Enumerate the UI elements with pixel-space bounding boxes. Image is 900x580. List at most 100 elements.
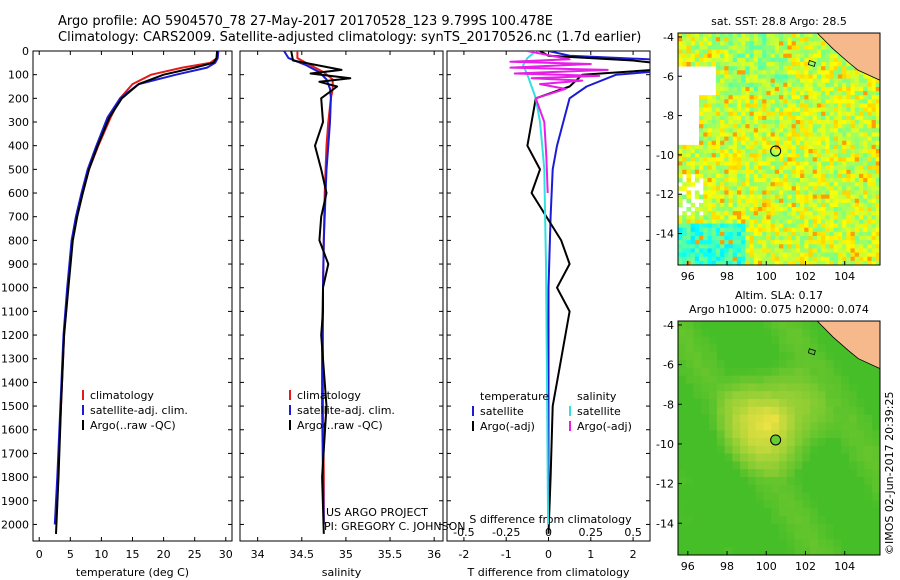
y-tick-label: 1900 (1, 495, 29, 508)
timestamp-stamp: ©IMOS 02-Jun-2017 20:39:25 (883, 391, 896, 555)
pi-credit: PI: GREGORY C. JOHNSON (324, 520, 465, 533)
y-tick-label: 2000 (1, 518, 29, 531)
x-tick-label: 100 (756, 270, 777, 283)
island (807, 59, 816, 67)
s-tick-label: -0.25 (492, 526, 520, 539)
header-line-2: Climatology: CARS2009. Satellite-adjuste… (58, 30, 642, 45)
y-tick-label: -6 (663, 70, 674, 83)
y-tick-label: -4 (663, 31, 674, 44)
series-line-argo (55, 51, 219, 534)
series-line-satellite_salinity (522, 51, 550, 525)
map-title: Altim. SLA: 0.17 (735, 289, 823, 302)
series-line-satellite (53, 51, 220, 525)
y-tick-label: -8 (663, 110, 674, 123)
x-axis-label: temperature (deg C) (76, 566, 189, 579)
y-tick-label: 700 (8, 211, 29, 224)
y-tick-label: -12 (656, 478, 674, 491)
legend-label: Argo(-adj) (577, 420, 632, 433)
y-tick-label: 1300 (1, 353, 29, 366)
y-tick-label: -4 (663, 319, 674, 332)
series-group (509, 51, 650, 534)
series-line-climatology (296, 51, 334, 525)
legend-label: satellite-adj. clim. (90, 404, 188, 417)
project-credit: US ARGO PROJECT (326, 506, 428, 519)
y-tick-label: 300 (8, 116, 29, 129)
header-line-1: Argo profile: AO 5904570_78 27-May-2017 … (58, 14, 553, 29)
y-tick-label: 600 (8, 187, 29, 200)
legend-label: Argo(..raw -QC) (90, 419, 176, 432)
y-tick-label: -12 (656, 188, 674, 201)
s-tick-label: -0.5 (453, 526, 474, 539)
panel-difference: -2 -1 0 1 2-0.5 -0.25 0 0.25 0.5S difference fro… (446, 50, 651, 579)
map-sla_map: 96 98 100 102 104 -4 -6 -8 -10 -12 -14 Altim. SLA: … (656, 289, 881, 573)
series-group (53, 51, 220, 534)
x-tick-label: 30 (219, 548, 233, 561)
y-tick-label: 1200 (1, 329, 29, 342)
series-line-argo_salinity (509, 51, 609, 194)
x-tick-label: 15 (126, 548, 140, 561)
y-tick-label: 1600 (1, 424, 29, 437)
x-tick-label: 98 (720, 560, 734, 573)
x-tick-label: 35.5 (378, 548, 403, 561)
series-line-argo (290, 51, 352, 534)
x-tick-label: 35 (339, 548, 353, 561)
panel-frame-temperature (32, 50, 233, 542)
panel-temperature: 0 5 10 15 20 25 30 temperature (deg C) 0 100 200 30… (1, 45, 233, 579)
x-tick-label: 10 (94, 548, 108, 561)
series-line-argo (526, 51, 650, 534)
legend-header: salinity (577, 390, 617, 403)
y-tick-label: 800 (8, 234, 29, 247)
x-axis-label: T difference from climatology (467, 566, 630, 579)
legend-label: Argo(-adj) (480, 420, 535, 433)
x-tick-label: 102 (795, 270, 816, 283)
y-tick-label: -10 (656, 149, 674, 162)
legend-label: satellite (577, 405, 621, 418)
y-tick-label: 400 (8, 140, 29, 153)
y-tick-label: 1500 (1, 400, 29, 413)
map-cells (678, 321, 881, 556)
y-tick-label: 0 (22, 45, 29, 58)
map-cells (678, 33, 881, 266)
x-tick-label: 5 (67, 548, 74, 561)
y-tick-label: 1400 (1, 376, 29, 389)
y-tick-label: -6 (663, 359, 674, 372)
series-group (283, 51, 352, 534)
legend-label: climatology (90, 389, 154, 402)
x-tick-label: 0 (36, 548, 43, 561)
x-tick-label: 100 (756, 560, 777, 573)
x-tick-label: 1 (587, 548, 594, 561)
y-tick-label: -10 (656, 438, 674, 451)
legend-label: Argo(..raw -QC) (297, 419, 383, 432)
x-tick-label: 96 (681, 560, 695, 573)
panel-salinity: 34 34.5 35 35.5 36 salinity climatology satelli… (239, 50, 444, 579)
x-tick-label: 34 (251, 548, 265, 561)
x-tick-label: 20 (157, 548, 171, 561)
legend-header: temperature (480, 390, 549, 403)
x-tick-label: 25 (188, 548, 202, 561)
y-tick-label: 1000 (1, 282, 29, 295)
y-tick-label: 1100 (1, 305, 29, 318)
s-tick-label: 0.25 (579, 526, 604, 539)
argo-position-marker (770, 434, 782, 446)
map-frame (677, 320, 881, 556)
x-tick-label: 102 (795, 560, 816, 573)
y-tick-label: 200 (8, 92, 29, 105)
y-tick-label: 1700 (1, 447, 29, 460)
map-title: sat. SST: 28.8 Argo: 28.5 (711, 15, 847, 28)
y-tick-label: 900 (8, 258, 29, 271)
map-sst_map: 96 98 100 102 104 -4 -6 -8 -10 -12 -14 sat. SST: 28… (656, 15, 881, 283)
y-tick-label: 1800 (1, 471, 29, 484)
legend-label: satellite (480, 405, 524, 418)
y-tick-label: 500 (8, 163, 29, 176)
x-tick-label: 96 (681, 270, 695, 283)
x-tick-label: 98 (720, 270, 734, 283)
x-tick-label: 104 (834, 560, 855, 573)
y-tick-label: 100 (8, 69, 29, 82)
map-title: Argo h1000: 0.075 h2000: 0.074 (689, 303, 869, 316)
island (807, 348, 816, 356)
legend-label: climatology (297, 389, 361, 402)
x-tick-label: -1 (501, 548, 512, 561)
y-tick-label: -8 (663, 398, 674, 411)
x-tick-label: 104 (834, 270, 855, 283)
x-axis-label-top: S difference from climatology (469, 513, 632, 526)
